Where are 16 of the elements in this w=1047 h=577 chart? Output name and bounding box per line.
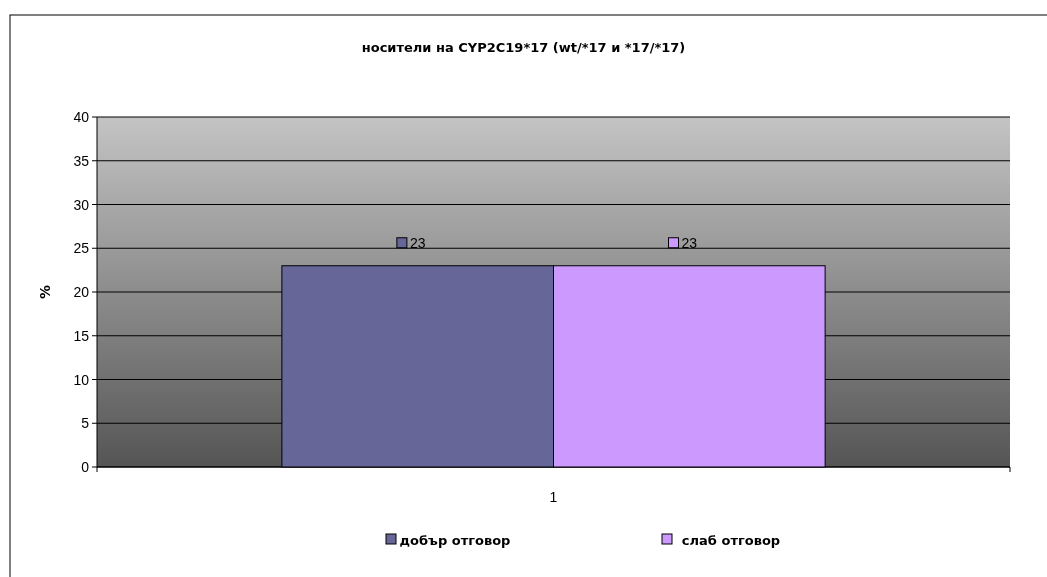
data-label: 23 [681,234,698,251]
y-tick-label: 30 [73,196,90,213]
y-tick-label: 35 [73,152,90,169]
y-tick-label: 5 [81,415,90,432]
y-tick-label: 40 [73,109,90,125]
legend-label: слаб отговор [681,532,781,548]
data-label: 23 [409,234,426,251]
legend-label: добър отговор [399,532,511,548]
y-tick-label: 25 [73,240,90,257]
y-tick-label: 10 [73,371,90,388]
y-tick-label: 15 [73,327,90,344]
y-tick-label: 0 [81,459,90,475]
x-tick-label: 1 [549,489,558,505]
chart-title: носители на CYP2C19*17 (wt/*17 и *17/*17) [361,40,686,55]
y-axis-title: % [37,284,53,300]
y-tick-label: 20 [73,284,90,300]
